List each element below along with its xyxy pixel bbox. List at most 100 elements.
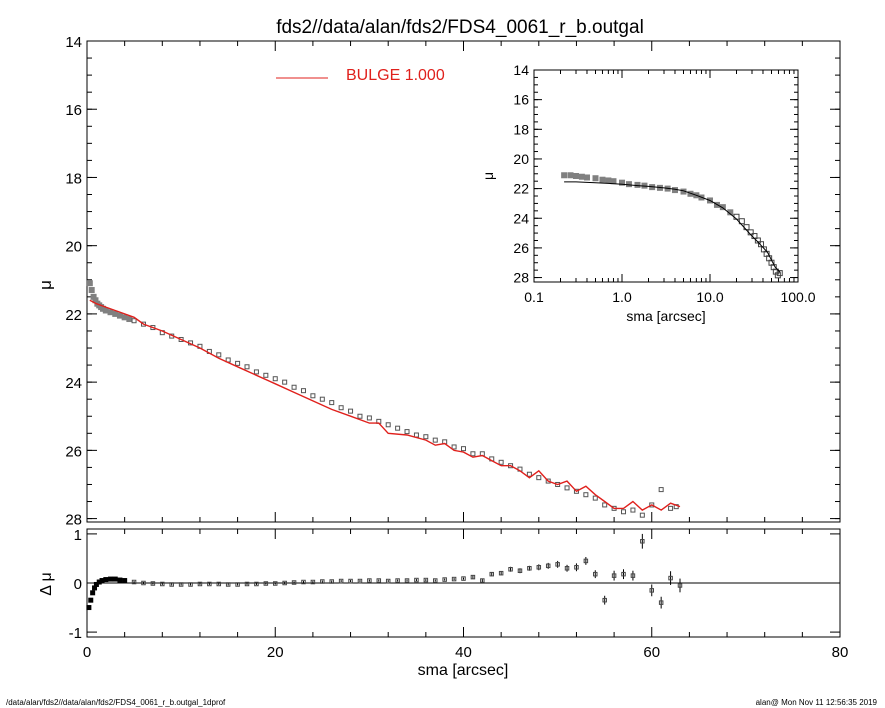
inset-y-tick-label: 16	[513, 92, 529, 108]
inset-data-point	[719, 204, 726, 211]
data-point	[126, 316, 133, 323]
data-point	[526, 471, 532, 477]
residual-point	[640, 539, 645, 544]
data-point	[658, 487, 664, 493]
inset-data-point	[754, 237, 761, 244]
data-point	[291, 384, 297, 390]
residual-point	[282, 580, 287, 586]
residual-point	[178, 582, 184, 587]
main-y-tick-label: 28	[65, 512, 82, 529]
inset-data-point	[561, 172, 568, 179]
main-y-axis-label: μ	[36, 280, 55, 290]
main-y-tick-label: 20	[65, 239, 82, 256]
data-point	[253, 369, 259, 375]
residual-point	[263, 581, 269, 586]
residual-point	[103, 577, 109, 583]
residual-point	[329, 579, 334, 584]
residual-point	[611, 573, 617, 578]
residual-point	[498, 570, 504, 576]
inset-y-tick-label: 14	[513, 62, 529, 78]
residual-point	[207, 581, 212, 587]
data-point	[348, 408, 354, 414]
main-y-tick-label: 24	[65, 375, 82, 392]
residual-point	[320, 579, 325, 584]
inset-data-point	[578, 173, 585, 180]
inset-y-tick-label: 24	[513, 210, 529, 226]
residual-point	[131, 579, 137, 585]
data-point	[498, 459, 504, 465]
footer-file-path: /data/alan/fds2//data/alan/fds2/FDS4_006…	[6, 698, 226, 707]
residual-point	[555, 562, 560, 567]
data-point	[573, 488, 579, 494]
residual-point	[404, 578, 410, 583]
legend-label: BULGE 1.000	[346, 67, 445, 84]
residual-point	[235, 582, 240, 587]
data-point	[423, 434, 429, 440]
residual-point	[160, 581, 165, 587]
inset-panel: 14 16 18 20 22 24 26 28 0.1 1.0 10.0 100.0 μ sma [a…	[480, 62, 816, 324]
residual-point	[593, 571, 598, 577]
residual-point	[621, 571, 626, 577]
inset-data-point	[599, 176, 606, 183]
main-y-tick-label: 14	[65, 34, 82, 51]
data-point	[131, 318, 137, 324]
residual-point	[225, 582, 231, 587]
data-point	[263, 372, 269, 378]
residual-point	[216, 581, 222, 587]
residual-point	[508, 567, 513, 572]
residual-point	[367, 578, 372, 583]
data-point	[338, 405, 344, 411]
residual-y-tick-label: 1	[74, 527, 82, 544]
residual-point	[564, 566, 570, 571]
residual-x-tick-label: 80	[832, 644, 849, 661]
data-point	[88, 287, 95, 294]
residual-point	[602, 597, 607, 603]
main-axis-ticks: 14 16 18 20 22 24 26 28	[65, 34, 841, 529]
inset-data-point	[619, 179, 625, 186]
residual-point	[86, 605, 92, 611]
inset-x-tick-label: 1.0	[612, 289, 632, 305]
inset-data-point	[772, 268, 779, 275]
residual-y-axis-label: Δ μ	[38, 572, 55, 595]
residual-point	[433, 578, 438, 583]
data-point	[395, 425, 401, 431]
residual-point	[395, 578, 400, 583]
data-point	[244, 364, 250, 370]
residual-point	[574, 565, 579, 570]
chart-title: fds2//data/alan/fds2/FDS4_0061_r_b.outga…	[276, 17, 644, 38]
inset-data-point	[625, 181, 632, 188]
residual-point	[348, 578, 353, 584]
residual-point	[122, 578, 128, 584]
residual-point	[545, 563, 551, 569]
main-panel: 14 16 18 20 22 24 26 28 μ BULGE 1.000	[36, 34, 841, 529]
data-point	[272, 376, 278, 382]
data-point	[357, 413, 363, 419]
main-y-tick-label: 16	[65, 102, 82, 119]
residual-point	[169, 582, 174, 587]
data-point	[470, 451, 476, 457]
footer-user-timestamp: alan@ Mon Nov 11 12:56:35 2019	[756, 698, 878, 707]
residual-point	[338, 578, 344, 584]
residual-point	[117, 577, 123, 583]
data-point	[86, 280, 93, 287]
residual-point	[273, 581, 278, 586]
data-point	[329, 400, 335, 406]
data-point	[592, 495, 598, 501]
inset-series-group	[561, 172, 783, 279]
data-point	[545, 478, 551, 484]
residual-point	[668, 575, 673, 581]
residual-point	[489, 571, 494, 577]
data-point	[282, 379, 288, 385]
residual-series-group	[86, 533, 683, 611]
data-point	[621, 509, 627, 515]
residual-y-tick-label: -1	[69, 625, 82, 642]
data-point	[404, 429, 410, 435]
residual-point	[310, 579, 316, 585]
data-point	[385, 422, 391, 428]
inset-plot-frame	[533, 69, 799, 283]
inset-data-point	[592, 175, 599, 182]
data-point	[639, 512, 645, 518]
main-series-group	[86, 280, 681, 518]
